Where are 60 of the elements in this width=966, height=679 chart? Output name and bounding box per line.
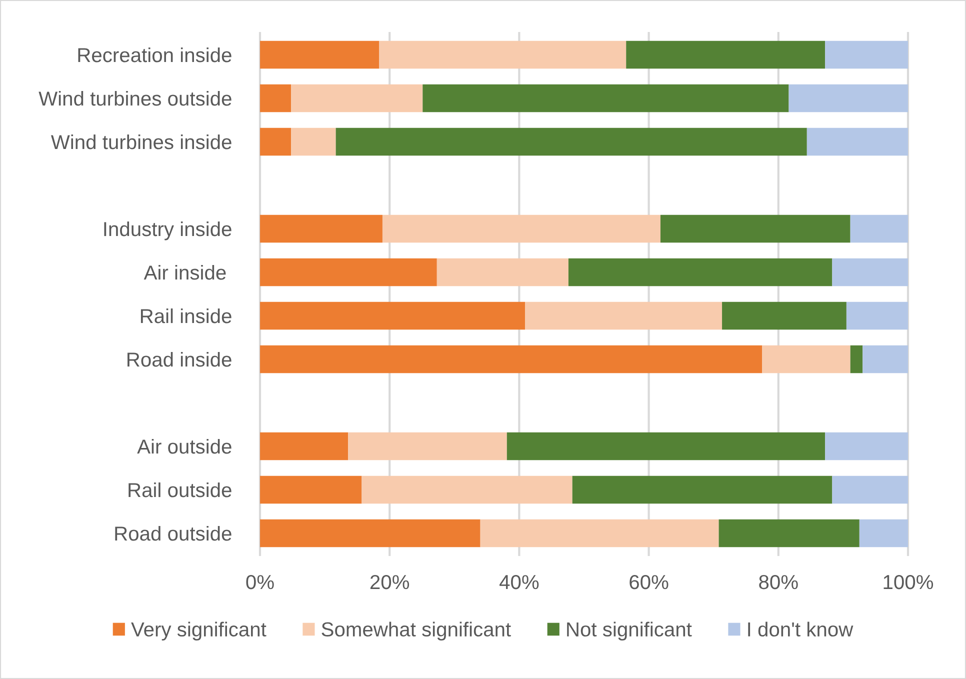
bar: [382, 214, 660, 243]
bar: [718, 519, 860, 548]
x-tick-label: 20%: [370, 574, 410, 590]
bar: [572, 476, 832, 504]
bar: [862, 345, 908, 374]
bar: [850, 345, 863, 374]
y-tick-label: Recreation inside: [78, 47, 232, 62]
bar: [568, 258, 832, 286]
bar: [348, 432, 507, 460]
bar: [260, 345, 762, 374]
bar: [660, 214, 850, 243]
y-tick-label: Rail outside: [128, 482, 232, 498]
bar: [850, 214, 908, 243]
bar: [260, 519, 480, 548]
bar: [260, 258, 437, 286]
legend-label: Somewhat significant: [322, 622, 511, 641]
legend-label: I don't know: [748, 622, 854, 637]
y-tick-label: Air inside: [144, 264, 226, 280]
bar: [846, 302, 908, 330]
bar: [336, 128, 807, 156]
y-tick-label: Wind turbines outside: [38, 90, 232, 106]
x-tick-label: 80%: [759, 574, 798, 590]
x-tick-label: 100%: [884, 574, 934, 590]
bar: [379, 40, 626, 69]
bar: [859, 519, 908, 548]
bar: [260, 40, 380, 69]
bar: [291, 128, 336, 156]
bar: [762, 345, 850, 374]
bar: [825, 432, 908, 460]
bar: [291, 84, 423, 112]
bar: [525, 302, 722, 330]
bar: [480, 519, 719, 548]
bar: [260, 84, 292, 112]
y-tick-label: Road outside: [115, 526, 232, 541]
bar: [506, 432, 826, 460]
x-tick-label: 0%: [246, 574, 274, 590]
bar: [832, 258, 908, 286]
x-tick-label: 60%: [630, 574, 668, 590]
y-tick-label: Rail inside: [140, 308, 232, 324]
y-tick-label: Wind turbines inside: [50, 134, 232, 150]
bar: [788, 84, 908, 112]
y-tick-label: Road inside: [128, 352, 232, 367]
bar: [825, 40, 908, 69]
bar: [260, 432, 348, 460]
bar: [806, 128, 908, 156]
bar: [626, 40, 826, 69]
bar: [260, 128, 292, 156]
bar: [362, 476, 572, 504]
bar: [722, 302, 846, 330]
y-tick-label: Industry inside: [104, 221, 232, 240]
bar: [260, 302, 526, 330]
legend-label: Very significant: [131, 622, 266, 641]
bar: [260, 214, 382, 243]
y-tick-label: Air outside: [137, 438, 232, 454]
bar: [436, 258, 568, 286]
x-tick-label: 40%: [500, 574, 539, 590]
legend-label: Not significant: [567, 622, 692, 641]
bar: [832, 476, 908, 504]
bar: [422, 84, 789, 112]
bar: [260, 476, 362, 504]
